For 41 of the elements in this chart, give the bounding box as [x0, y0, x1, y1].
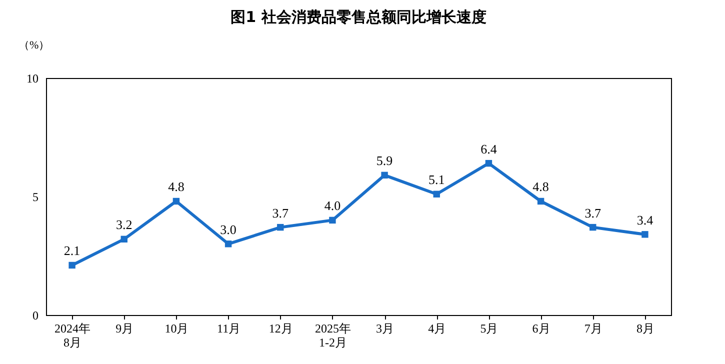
point [172, 198, 180, 205]
data-label: 4.8 [168, 179, 184, 194]
x-tick-label: 9月 [116, 322, 134, 336]
point [381, 172, 388, 179]
data-label: 3.0 [220, 222, 236, 237]
x-tick-label: 7月 [584, 322, 602, 336]
data-label: 4.8 [532, 179, 549, 194]
point [485, 160, 492, 167]
x-tick-label: 11月 [217, 322, 241, 336]
data-label: 6.4 [480, 141, 498, 156]
x-tick-label: 2025年 1-2月 [314, 322, 351, 350]
point [120, 236, 128, 243]
x-tick-label: 10月 [164, 322, 189, 336]
data-label: 4.0 [324, 198, 341, 214]
point [433, 190, 440, 198]
data-label: 2.1 [64, 243, 80, 258]
point [537, 198, 544, 205]
point [590, 224, 596, 231]
y-axis-title: （%） [18, 40, 50, 52]
point [329, 216, 336, 224]
x-tick-label: 8月 [636, 322, 654, 336]
data-label: 3.7 [272, 205, 289, 220]
data-label: 3.7 [584, 205, 602, 220]
x-tick-label: 4月 [428, 322, 446, 336]
point [224, 240, 232, 248]
data-label: 5.9 [376, 153, 393, 168]
data-label: 3.4 [636, 212, 654, 228]
data-label: 5.1 [428, 172, 445, 188]
data-label: 3.2 [116, 217, 132, 232]
chart-title: 图1 社会消费品零售总额同比增长速度 [230, 8, 486, 26]
x-tick-label: 3月 [376, 322, 394, 336]
point [642, 231, 648, 238]
point [68, 262, 76, 269]
x-tick-label: 6月 [532, 322, 550, 336]
y-tick-label: 10 [26, 72, 38, 86]
x-tick-label: 2024年 8月 [54, 322, 91, 350]
y-tick-label: 0 [32, 308, 38, 322]
point [277, 224, 284, 231]
x-tick-label: 5月 [480, 322, 498, 336]
y-tick-label: 5 [32, 190, 38, 204]
x-tick-label: 12月 [268, 322, 293, 336]
